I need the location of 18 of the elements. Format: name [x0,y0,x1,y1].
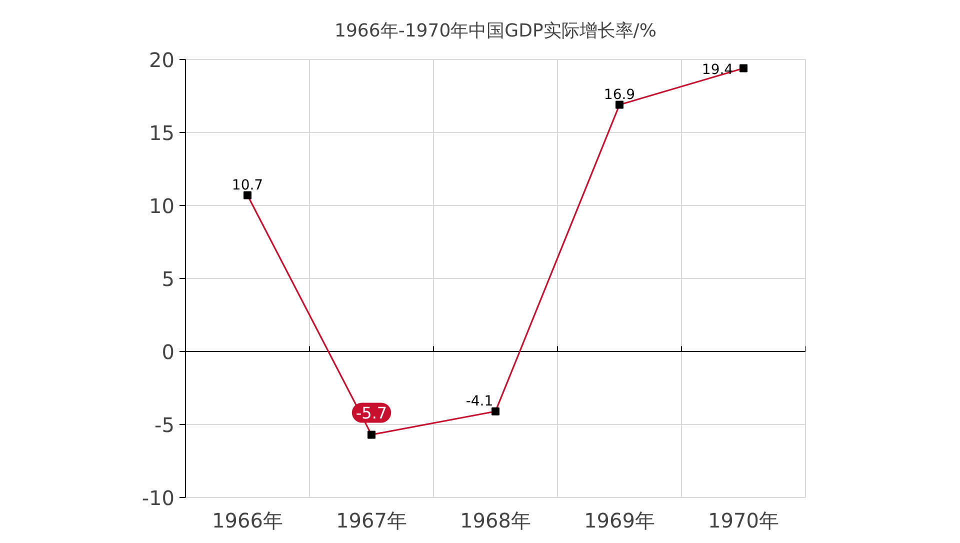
data-label: -5.7 [356,404,388,423]
x-tick-label: 1969年 [584,508,655,532]
data-label: -4.1 [466,393,494,410]
data-label: 10.7 [232,177,264,194]
data-label: 19.4 [702,62,734,78]
y-tick-label: 5 [162,267,175,291]
y-tick-label: 20 [149,48,175,72]
y-tick-label: -10 [142,486,175,510]
chart-title: 1966年-1970年中国GDP实际增长率/% [334,20,656,42]
x-tick-label: 1967年 [336,508,407,532]
x-tick-label: 1966年 [212,508,283,532]
y-tick-label: 0 [162,340,175,364]
data-label: 16.9 [604,86,636,103]
y-tick-label: 10 [149,194,175,218]
y-tick-label: -5 [154,413,175,437]
x-tick-label: 1970年 [708,508,779,532]
x-tick-label: 1968年 [460,508,531,532]
y-tick-label: 15 [149,121,175,145]
